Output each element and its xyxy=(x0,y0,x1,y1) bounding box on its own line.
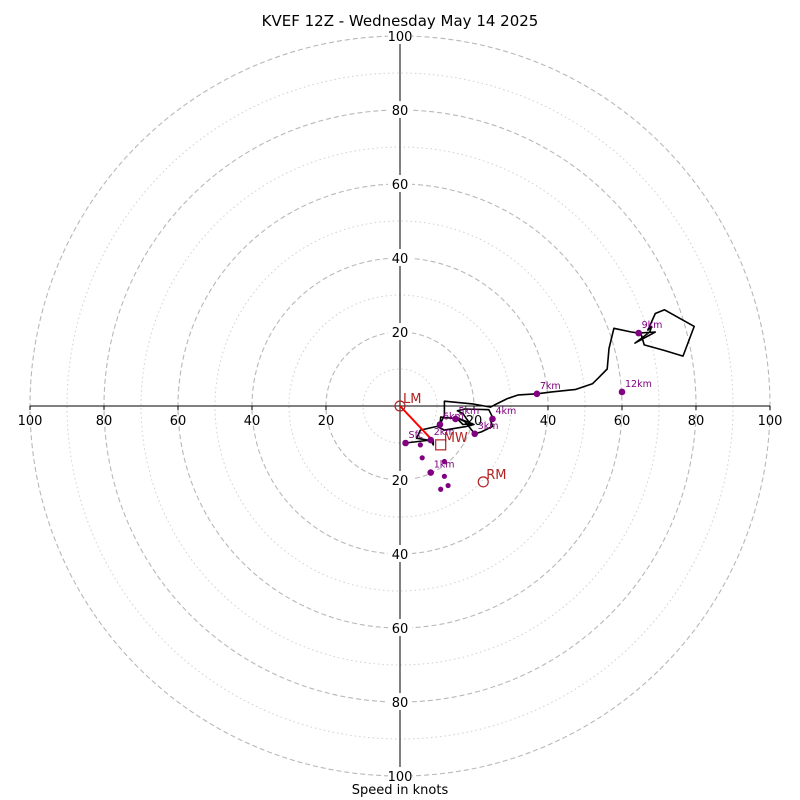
height-marker-9km xyxy=(635,329,642,337)
x-tick-label: 40 xyxy=(244,414,261,429)
x-tick-label: 60 xyxy=(614,414,631,429)
shear-vector-line xyxy=(399,405,433,440)
height-label-5km: 5km xyxy=(459,406,480,417)
height-marker-Sfc xyxy=(402,439,409,447)
height-marker-2km xyxy=(427,436,435,444)
y-tick-label: 20 xyxy=(392,474,409,489)
height-marker-5km xyxy=(452,415,459,423)
y-tick-label-bg xyxy=(388,471,412,488)
y-tick-label-bg xyxy=(388,27,412,44)
y-tick-label-bg xyxy=(388,323,412,340)
y-tick-label-bg xyxy=(388,101,412,118)
x-axis-label: Speed in knots xyxy=(351,783,449,798)
trace-point xyxy=(445,482,451,489)
storm-marker-RM xyxy=(477,476,489,488)
height-label-2km: 2km xyxy=(434,427,455,438)
storm-label-LM: LM xyxy=(403,392,421,407)
hodograph-trace-line xyxy=(405,308,696,446)
height-marker-12km xyxy=(618,388,626,396)
y-tick-label-bg xyxy=(388,693,412,710)
y-tick-label: 20 xyxy=(392,326,409,341)
height-label-Sfc: Sfc xyxy=(409,430,424,441)
y-tick-label: 40 xyxy=(392,252,409,267)
x-tick-label: 20 xyxy=(318,414,335,429)
y-tick-label-bg xyxy=(388,175,412,192)
height-marker-4km xyxy=(489,415,496,423)
y-tick-label-bg xyxy=(388,249,412,266)
x-tick-label: 40 xyxy=(540,414,557,429)
storm-marker-LM xyxy=(394,400,406,412)
y-tick-label-bg xyxy=(388,545,412,562)
height-label-9km: 9km xyxy=(642,320,663,331)
height-marker-3km xyxy=(471,430,479,438)
y-tick-label: 40 xyxy=(392,548,409,563)
trace-point xyxy=(419,455,425,461)
axis-tick-labels: 1001008080606040402020202040406060808010… xyxy=(18,27,783,785)
x-tick-label: 80 xyxy=(688,414,705,429)
storm-label-RM: RM xyxy=(486,468,506,483)
x-tick-label: 100 xyxy=(18,414,43,429)
chart-title: KVEF 12Z - Wednesday May 14 2025 xyxy=(261,12,539,30)
y-tick-label: 80 xyxy=(392,104,409,119)
y-tick-label-bg xyxy=(388,619,412,636)
trace-point xyxy=(417,442,423,448)
storm-marker-MW xyxy=(435,439,447,451)
height-label-12km: 12km xyxy=(625,379,652,390)
trace-point xyxy=(441,473,447,479)
height-label-4km: 4km xyxy=(496,406,517,417)
y-tick-label-bg xyxy=(388,767,412,784)
y-tick-label: 80 xyxy=(392,696,409,711)
height-label-1km: 1km xyxy=(434,460,455,471)
x-tick-label: 60 xyxy=(170,414,187,429)
trace-point xyxy=(438,486,444,492)
trace-point xyxy=(441,458,447,465)
height-label-7km: 7km xyxy=(540,381,561,392)
y-tick-label: 60 xyxy=(392,178,409,193)
y-tick-label: 100 xyxy=(388,30,413,45)
height-marker-1km xyxy=(427,469,435,476)
height-label-6km: 6km xyxy=(443,412,464,423)
x-tick-label: 80 xyxy=(96,414,113,429)
y-tick-label: 60 xyxy=(392,622,409,637)
storm-motion-markers: LM MW RM xyxy=(394,392,507,488)
height-label-3km: 3km xyxy=(478,421,499,432)
x-tick-label: 100 xyxy=(758,414,783,429)
wind-trace xyxy=(399,308,696,446)
storm-label-MW: MW xyxy=(444,431,468,446)
height-marker-7km xyxy=(533,390,541,398)
height-marker-6km xyxy=(436,421,444,428)
y-tick-label: 100 xyxy=(388,770,413,785)
